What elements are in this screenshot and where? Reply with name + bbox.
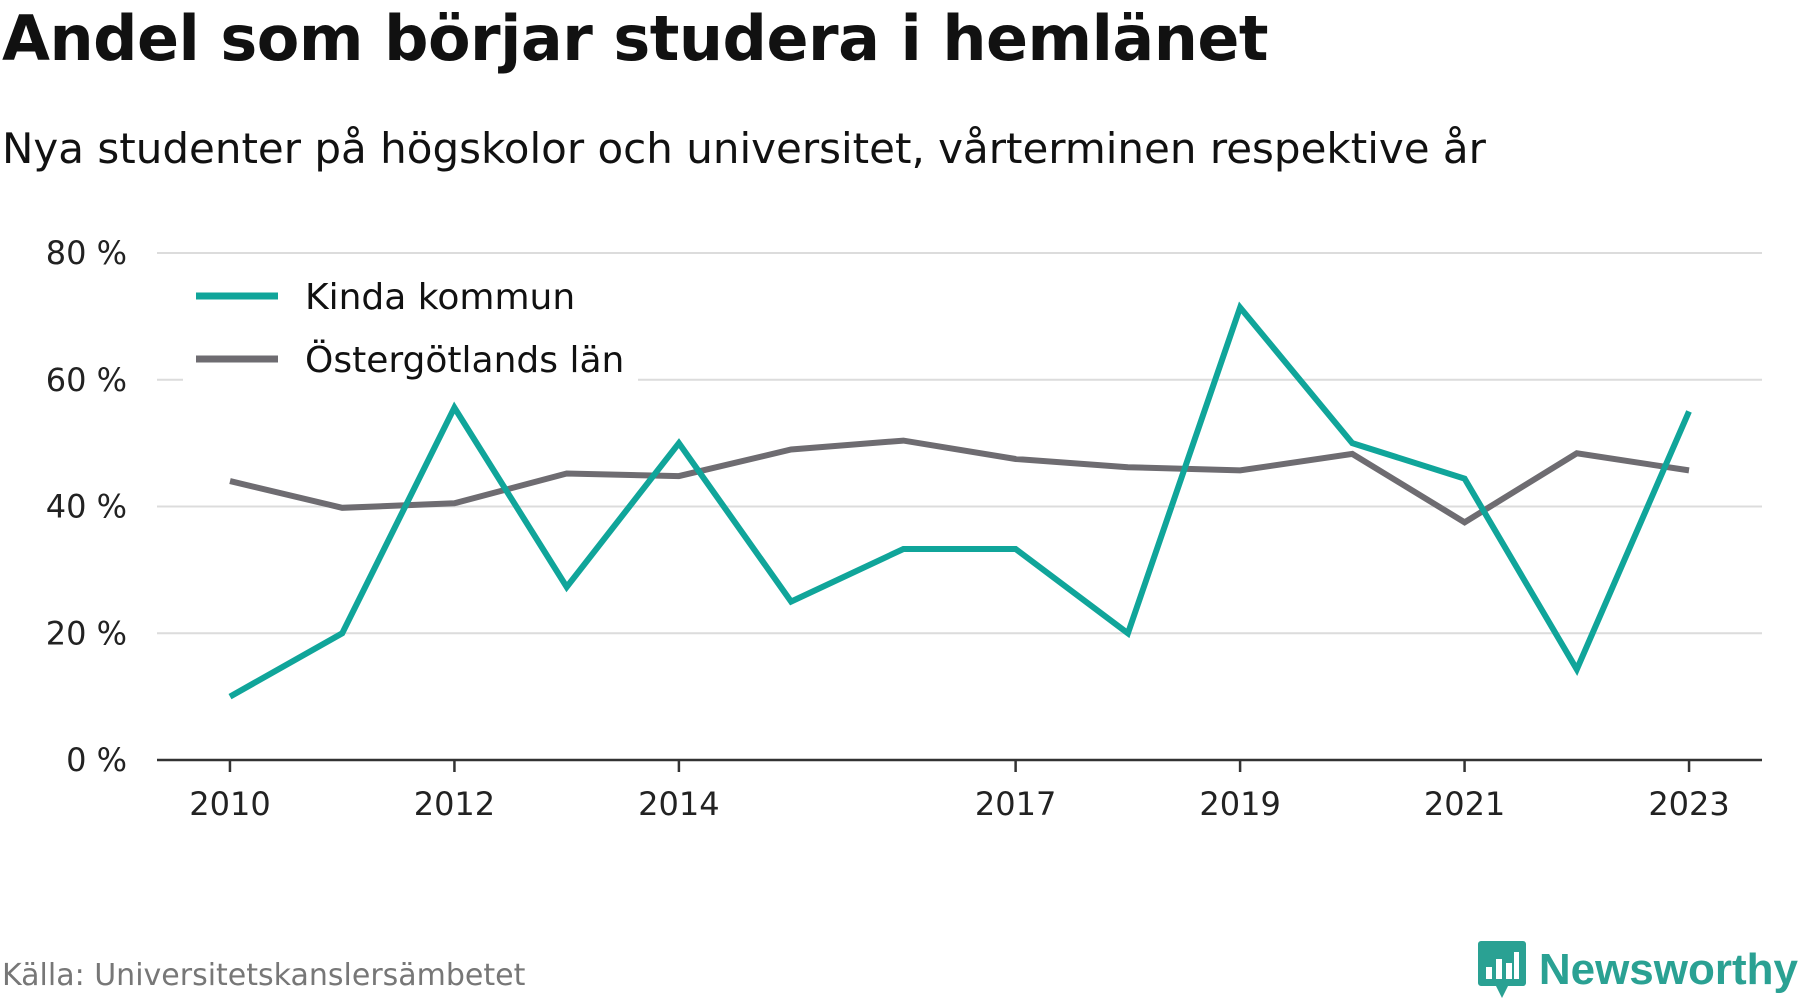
series-lines [228,301,1692,700]
x-tick-label: 2021 [1424,785,1505,823]
legend-label: Kinda kommun [305,277,575,318]
x-tick-label: 2012 [414,785,495,823]
brand-logo: Newsworthy [1477,938,1798,1000]
series-line-ostergotlands-lan [229,437,1690,526]
series-line-kinda-kommun [228,301,1692,700]
x-tick-label: 2019 [1199,785,1280,823]
y-tick-label: 0 % [66,741,127,779]
legend: Kinda kommun Östergötlands län [183,270,638,382]
y-tick-label: 20 % [46,614,127,652]
x-tick-label: 2014 [638,785,719,823]
legend-label: Östergötlands län [305,339,624,381]
x-tick-label: 2017 [975,785,1056,823]
legend-background [183,270,638,382]
x-tick-label: 2023 [1648,785,1729,823]
y-tick-label: 60 % [46,361,127,399]
x-tick-label: 2010 [189,785,270,823]
source-note: Källa: Universitetskanslersämbetet [2,958,526,993]
brand-name: Newsworthy [1538,945,1798,994]
y-axis-ticks: 0 % 20 % 40 % 60 % 80 % [46,234,127,779]
chart-title: Andel som börjar studera i hemlänet [2,2,1269,75]
x-axis-ticks: 2010 2012 2014 2017 2019 2021 2023 [189,760,1730,823]
bar-chart-speech-bubble-icon [1477,941,1526,998]
y-tick-label: 40 % [46,488,127,526]
y-tick-label: 80 % [46,234,127,272]
chart-subtitle: Nya studenter på högskolor och universit… [2,124,1486,173]
